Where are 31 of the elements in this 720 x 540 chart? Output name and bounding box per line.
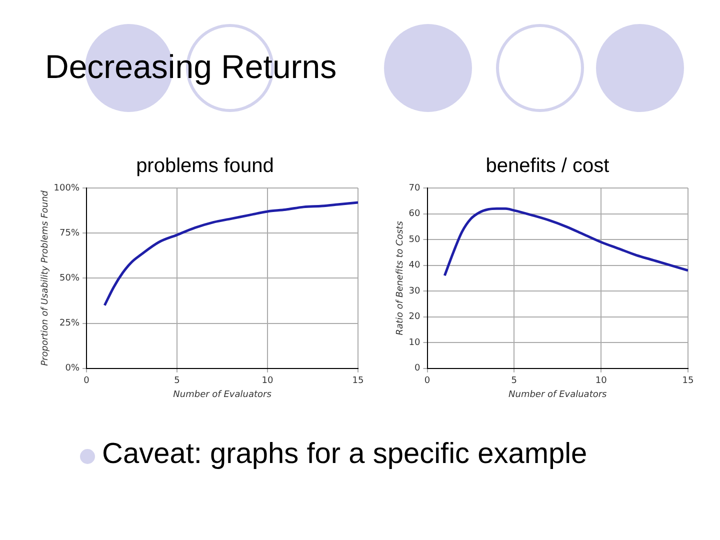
chart-title: problems found (135, 155, 275, 178)
y-tick-label: 0% (65, 364, 80, 374)
y-tick-label: 10 (408, 338, 421, 348)
y-axis-title: Proportion of Usability Problems Found (40, 190, 51, 366)
chart-title: benefits / cost (484, 155, 610, 178)
x-tick-label: 15 (352, 376, 364, 386)
x-tick-label: 0 (84, 376, 90, 386)
text: Decreasing Returns (45, 48, 337, 86)
text: Caveat: graphs for a specific example (102, 438, 588, 471)
y-tick-label: 60 (408, 209, 421, 220)
x-tick-label: 10 (595, 376, 608, 386)
x-axis-title: Number of Evaluators (173, 390, 272, 400)
x-tick-label: 10 (262, 376, 274, 386)
y-tick-label: 50 (408, 234, 421, 245)
x-axis-title: Number of Evaluators (508, 390, 608, 400)
y-axis-title: Ratio of Benefits to Costs (396, 220, 406, 336)
y-tick-label: 0 (414, 364, 421, 374)
y-tick-label: 70 (408, 183, 421, 194)
y-tick-label: 40 (408, 260, 421, 271)
line-series (103, 201, 358, 307)
line-series (443, 207, 688, 277)
x-tick-label: 0 (424, 376, 430, 386)
y-tick-label: 75% (60, 228, 80, 238)
y-tick-label: 20 (408, 312, 421, 322)
y-tick-label: 100% (54, 183, 80, 194)
x-tick-label: 15 (682, 376, 694, 386)
y-tick-label: 25% (60, 318, 80, 329)
y-tick-label: 50% (60, 274, 80, 284)
x-tick-label: 5 (511, 376, 518, 386)
x-tick-label: 5 (174, 376, 180, 386)
y-tick-label: 30 (408, 286, 421, 296)
